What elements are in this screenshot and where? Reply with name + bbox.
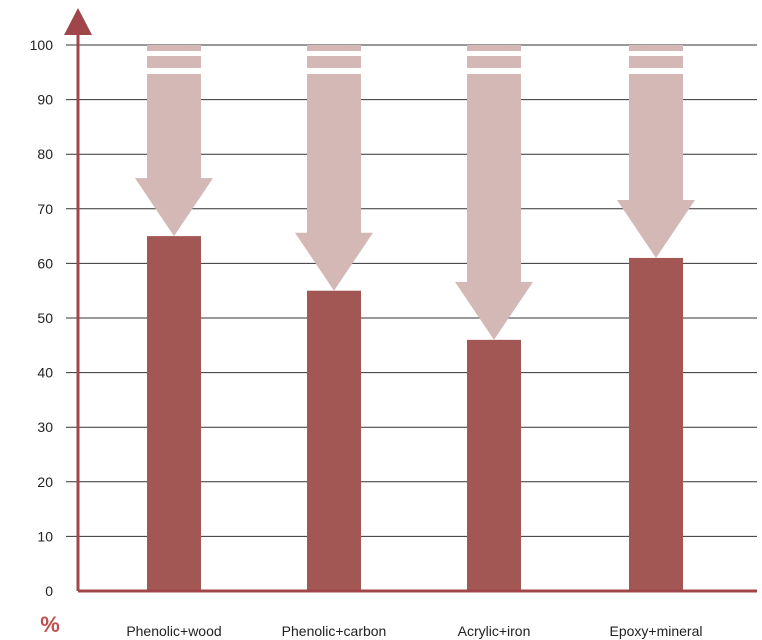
reduction-arrows (135, 45, 695, 340)
x-category-label: Phenolic+carbon (282, 623, 387, 639)
y-tick-label: 80 (37, 146, 53, 162)
bars (147, 236, 683, 591)
y-tick-label: 20 (37, 474, 53, 490)
reduction-arrow (295, 45, 373, 291)
reduction-arrow (135, 45, 213, 237)
arrow-stripe (629, 45, 683, 51)
arrow-stripe (147, 56, 201, 68)
arrow-stripe (307, 56, 361, 68)
bar-acrylic-iron (467, 339, 521, 591)
arrow-stripe (307, 45, 361, 51)
arrow-stripe (147, 45, 201, 51)
reduction-arrow (455, 45, 533, 340)
bar-epoxy-mineral (629, 257, 683, 591)
x-category-label: Epoxy+mineral (610, 623, 703, 639)
axes (64, 8, 757, 593)
bar-phenolic-carbon (307, 290, 361, 591)
y-tick-labels: 0 10 20 30 40 50 60 70 80 90 100 (30, 37, 54, 599)
arrow-body (135, 74, 213, 237)
arrow-stripe (629, 56, 683, 68)
arrow-body (455, 74, 533, 340)
arrow-body (295, 74, 373, 291)
y-tick-label: 40 (37, 365, 53, 381)
x-category-label: Phenolic+wood (126, 623, 221, 639)
reduction-arrow (617, 45, 695, 258)
y-tick-label: 50 (37, 310, 53, 326)
x-category-labels: Phenolic+wood Phenolic+carbon Acrylic+iron… (126, 623, 702, 639)
arrow-body (617, 74, 695, 258)
y-tick-label: 30 (37, 419, 53, 435)
x-category-label: Acrylic+iron (458, 623, 531, 639)
y-axis-arrowhead (64, 8, 92, 35)
y-tick-label: 70 (37, 201, 53, 217)
y-tick-label: 100 (30, 37, 54, 53)
y-tick-label: 0 (45, 583, 53, 599)
y-unit-label: % (40, 612, 60, 637)
bar-phenolic-wood (147, 236, 201, 591)
y-tick-label: 10 (37, 528, 53, 544)
y-tick-label: 90 (37, 92, 53, 108)
arrow-stripe (467, 56, 521, 68)
arrow-stripe (467, 45, 521, 51)
y-tick-label: 60 (37, 255, 53, 271)
